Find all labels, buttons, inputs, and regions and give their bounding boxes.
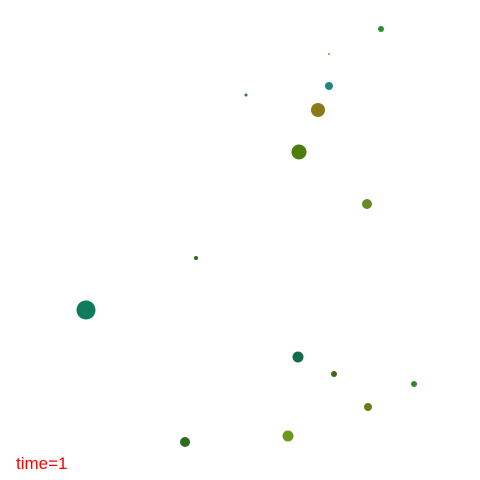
particle (282, 430, 294, 442)
time-label: time=1 (16, 454, 68, 473)
particle (411, 381, 417, 387)
particle (311, 103, 325, 117)
particle (362, 199, 372, 209)
particle (378, 26, 384, 32)
particle (180, 437, 190, 447)
particle (328, 53, 330, 55)
particle (291, 144, 307, 160)
particle (331, 371, 337, 377)
particle (76, 300, 96, 320)
particle (244, 93, 248, 97)
particle (364, 403, 372, 411)
particle (292, 351, 304, 363)
particle (325, 82, 333, 90)
particle (194, 256, 198, 260)
